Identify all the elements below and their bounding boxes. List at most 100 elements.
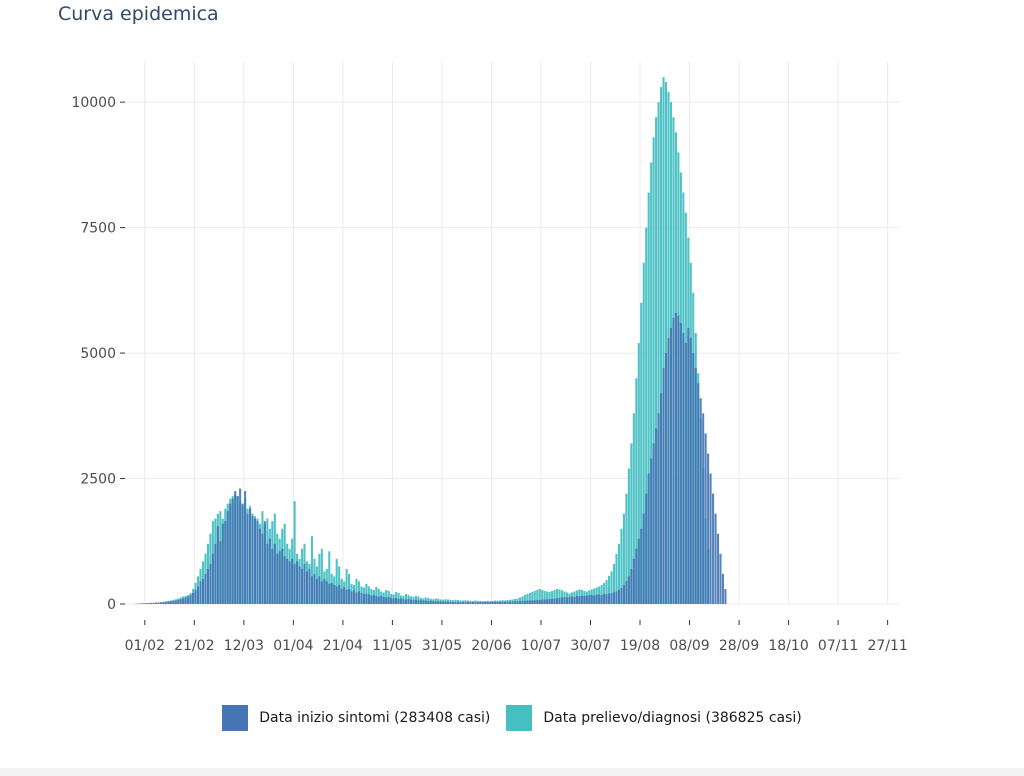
bar-diagnosis xyxy=(385,589,388,604)
bar-onset xyxy=(201,578,205,604)
bar-onset xyxy=(182,598,185,604)
bar-onset xyxy=(395,597,398,604)
bar-onset xyxy=(253,518,257,604)
bar-onset xyxy=(380,595,383,604)
bar-onset xyxy=(241,503,244,604)
bar-onset xyxy=(291,558,294,604)
bar-onset xyxy=(318,576,321,604)
bar-onset xyxy=(499,601,502,604)
bar-diagnosis xyxy=(650,162,653,604)
bar-onset xyxy=(169,601,172,604)
bar-onset xyxy=(513,601,517,604)
bar-onset xyxy=(192,592,195,604)
bar-onset xyxy=(350,591,353,604)
bar-onset xyxy=(315,578,318,604)
bar-diagnosis xyxy=(647,192,650,605)
bar-diagnosis xyxy=(652,137,655,604)
bar-onset xyxy=(360,592,363,604)
bar-onset xyxy=(632,558,635,604)
bar-onset xyxy=(590,594,593,604)
bar-diagnosis xyxy=(454,599,457,604)
bar-onset xyxy=(164,601,167,604)
bar-onset xyxy=(271,548,274,604)
bar-onset xyxy=(523,600,526,604)
bar-onset xyxy=(469,602,472,604)
bar-diagnosis xyxy=(404,593,408,604)
bar-onset xyxy=(189,594,192,604)
bar-onset xyxy=(377,596,380,604)
bar-onset xyxy=(667,338,670,604)
legend-item-diagnosis[interactable]: Data prelievo/diagnosi (386825 casi) xyxy=(506,705,802,731)
bar-diagnosis xyxy=(556,588,559,604)
bar-onset xyxy=(142,603,145,604)
bar-onset xyxy=(716,533,720,604)
bar-onset xyxy=(471,601,474,604)
bar-onset xyxy=(236,496,239,604)
bar-onset xyxy=(660,393,663,604)
bar-diagnosis xyxy=(328,551,331,604)
bar-onset xyxy=(610,592,613,604)
bar-onset xyxy=(615,591,618,604)
bar-onset xyxy=(147,603,150,604)
bar-onset xyxy=(323,578,326,604)
bar-onset xyxy=(258,528,261,604)
bar-onset xyxy=(417,600,420,604)
bar-onset xyxy=(712,493,715,604)
bar-onset xyxy=(447,601,450,604)
bar-onset xyxy=(598,594,601,604)
bar-onset xyxy=(266,543,269,604)
epidemic-curve-chart: 0 2500 5000 7500 10000 01/02 21/02 12/03 01/04 2… xyxy=(71,62,908,654)
bar-onset xyxy=(288,561,291,604)
bar-onset xyxy=(325,581,328,604)
bar-onset xyxy=(538,600,541,604)
y-tick-label: 0 xyxy=(107,597,116,613)
bar-onset xyxy=(578,596,581,604)
bar-onset xyxy=(343,587,346,604)
bar-diagnosis xyxy=(521,596,524,604)
bar-onset xyxy=(518,601,521,604)
bar-diagnosis xyxy=(605,579,608,604)
bar-onset xyxy=(662,368,665,604)
bar-onset xyxy=(137,603,140,604)
x-tick-label: 08/09 xyxy=(669,638,709,654)
bar-diagnosis xyxy=(310,536,313,604)
legend: Data inizio sintomi (283408 casi) Data p… xyxy=(0,704,1024,732)
bar-onset xyxy=(622,584,625,604)
x-tick-label: 01/04 xyxy=(273,638,313,654)
bar-onset xyxy=(365,593,368,604)
bar-onset xyxy=(558,597,561,604)
bar-onset xyxy=(246,513,249,604)
x-tick-label: 27/11 xyxy=(867,638,907,654)
bar-diagnosis xyxy=(612,563,616,604)
x-tick-label: 21/02 xyxy=(174,638,214,654)
bar-onset xyxy=(199,581,202,604)
bar-onset xyxy=(234,491,237,604)
bar-onset xyxy=(216,526,219,604)
bar-onset xyxy=(692,353,695,604)
legend-label-diagnosis: Data prelievo/diagnosi (386825 casi) xyxy=(543,710,802,726)
bar-onset xyxy=(516,600,519,604)
bar-diagnosis xyxy=(558,589,561,604)
bar-onset xyxy=(704,433,707,604)
bar-diagnosis xyxy=(662,77,665,604)
legend-item-onset[interactable]: Data inizio sintomi (283408 casi) xyxy=(222,705,490,731)
bar-onset xyxy=(580,595,583,604)
bar-onset xyxy=(145,603,148,604)
bar-onset xyxy=(211,553,214,604)
bar-diagnosis xyxy=(523,594,526,604)
bar-onset xyxy=(588,595,591,604)
bar-diagnosis xyxy=(434,598,437,604)
bar-onset xyxy=(481,602,484,604)
bar-diagnosis xyxy=(632,413,635,604)
bar-onset xyxy=(699,398,702,604)
legend-swatch-diagnosis xyxy=(506,705,533,731)
x-tick-label: 01/02 xyxy=(125,638,165,654)
y-tick-label: 2500 xyxy=(80,472,116,488)
bar-onset xyxy=(466,602,469,604)
bar-diagnosis xyxy=(560,590,564,604)
bar-onset xyxy=(152,602,155,604)
bar-onset xyxy=(687,327,690,604)
bar-diagnosis xyxy=(610,571,613,604)
bar-onset xyxy=(657,413,660,604)
bar-onset xyxy=(511,601,514,604)
